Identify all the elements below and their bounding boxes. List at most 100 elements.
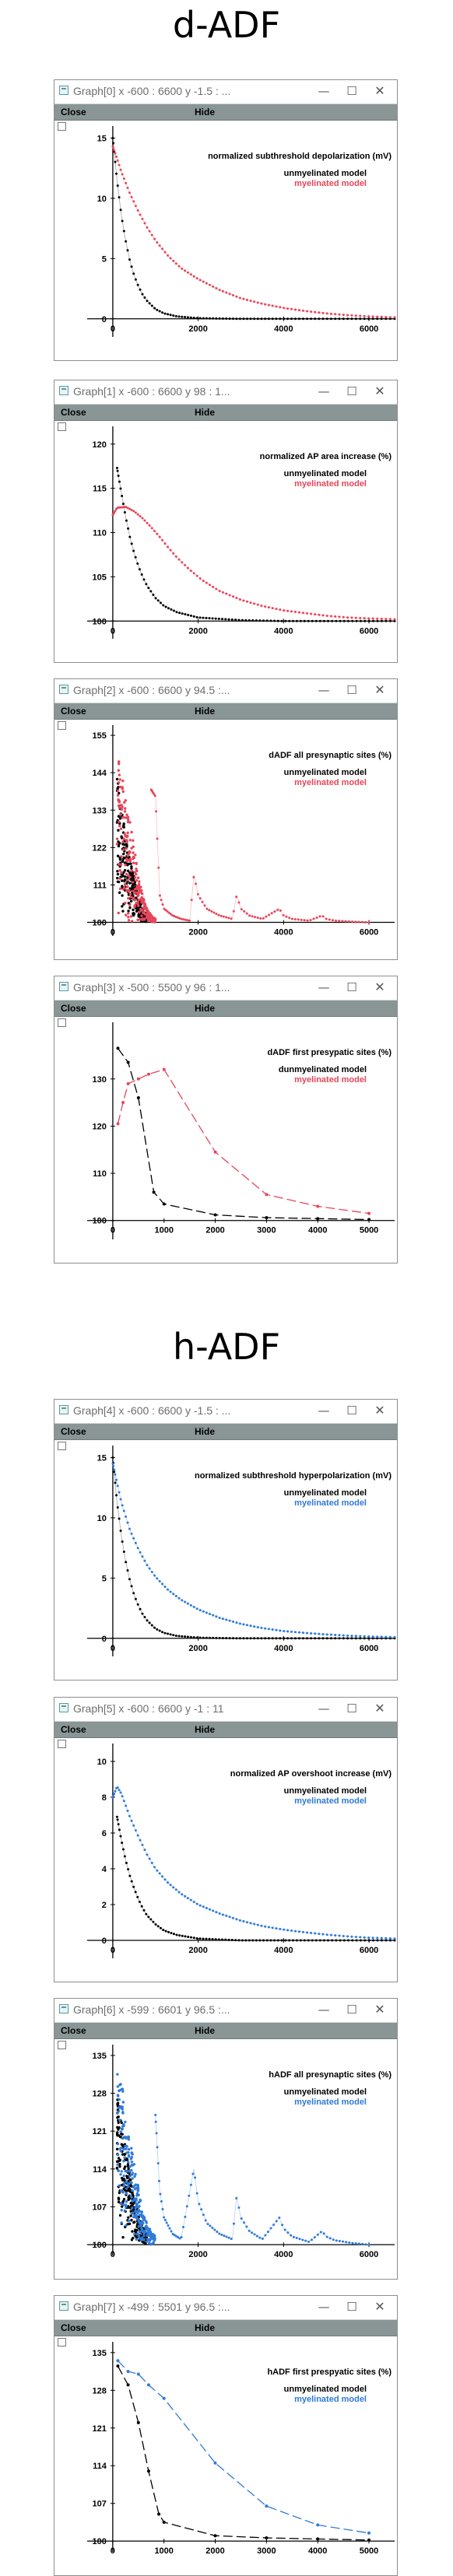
data-point [371,1936,374,1940]
data-point [339,619,342,622]
plot-checkbox[interactable] [58,422,66,431]
data-point [186,1602,189,1605]
data-point [117,769,121,772]
menu-hide-button[interactable]: Hide [195,407,216,418]
close-window-button[interactable]: ✕ [374,980,385,994]
close-window-button[interactable]: ✕ [374,384,385,398]
maximize-button[interactable]: ☐ [346,2300,357,2314]
data-point [255,619,258,622]
minimize-button[interactable]: — [318,2003,330,2017]
plot-checkbox[interactable] [58,2338,66,2346]
series-1 [116,2073,156,2246]
plot-checkbox[interactable] [58,721,66,730]
data-point [301,2238,304,2241]
minimize-button[interactable]: — [318,683,330,697]
data-point [118,2098,121,2101]
plot-checkbox[interactable] [58,122,66,131]
data-point [322,1939,325,1942]
data-point [141,892,144,895]
menu-close-button[interactable]: Close [61,706,86,717]
data-point [130,2211,134,2215]
menu-hide-button[interactable]: Hide [195,2322,216,2333]
data-point [125,2169,129,2173]
data-point [325,615,328,618]
menu-close-button[interactable]: Close [61,1724,86,1735]
data-point [142,2241,146,2244]
maximize-button[interactable]: ☐ [346,2003,357,2017]
data-point [372,1939,375,1942]
data-point [267,1926,270,1929]
maximize-button[interactable]: ☐ [346,384,357,398]
menu-close-button[interactable]: Close [61,107,86,117]
close-window-button[interactable]: ✕ [374,682,385,697]
data-point [138,880,141,883]
menu-close-button[interactable]: Close [61,407,86,418]
data-point [359,1635,362,1638]
close-window-button[interactable]: ✕ [374,83,385,98]
menu-close-button[interactable]: Close [61,1426,86,1437]
data-point [328,918,331,921]
data-point [156,1577,159,1580]
data-point [276,1939,279,1942]
menu-hide-button[interactable]: Hide [195,1724,216,1735]
plot-checkbox[interactable] [58,1442,66,1450]
data-point [146,2469,150,2473]
plot-checkbox[interactable] [58,2041,66,2049]
data-point [283,2228,286,2231]
minimize-button[interactable]: — [318,2300,330,2314]
data-point [221,1938,224,1941]
data-point [129,915,133,918]
menu-close-button[interactable]: Close [61,2322,86,2333]
data-point [153,237,156,240]
data-point [127,858,130,862]
maximize-button[interactable]: ☐ [346,980,357,994]
plot-checkbox[interactable] [58,1740,66,1748]
data-point [136,2217,139,2220]
data-point [346,1634,349,1637]
menu-hide-button[interactable]: Hide [195,2025,216,2036]
menu-hide-button[interactable]: Hide [195,1003,216,1014]
menu-close-button[interactable]: Close [61,2025,86,2036]
data-point [139,918,142,921]
data-point [376,617,379,620]
data-point [288,1939,291,1942]
data-point [121,909,125,913]
plot-checkbox[interactable] [58,1018,66,1027]
menu-hide-button[interactable]: Hide [195,107,216,117]
legend-entry: dunmyelinated model [279,1065,367,1074]
data-point [143,2230,146,2233]
close-window-button[interactable]: ✕ [374,1701,385,1716]
close-window-button[interactable]: ✕ [374,2299,385,2314]
data-point [310,317,313,321]
minimize-button[interactable]: — [318,980,330,994]
minimize-button[interactable]: — [318,384,330,398]
data-point [141,517,144,520]
maximize-button[interactable]: ☐ [346,1702,357,1716]
data-point [318,1632,321,1635]
minimize-button[interactable]: — [318,1404,330,1418]
data-point [290,1637,293,1640]
data-point [269,1939,272,1942]
data-point [321,1633,325,1636]
data-point [269,2227,272,2230]
maximize-button[interactable]: ☐ [346,683,357,697]
data-point [286,1637,290,1640]
menu-hide-button[interactable]: Hide [195,706,216,717]
minimize-button[interactable]: — [318,84,330,98]
plot-canvas: 0 1000 2000 3000 4000 5000 100 107 114 121 128 135 h… [87,2342,395,2556]
data-point [335,919,338,922]
data-point [121,2127,124,2130]
minimize-button[interactable]: — [318,1702,330,1716]
data-point [354,2241,357,2245]
menu-close-button[interactable]: Close [61,1003,86,1014]
close-window-button[interactable]: ✕ [374,2002,385,2017]
menu-hide-button[interactable]: Hide [195,1426,216,1437]
data-point [238,1622,241,1625]
close-window-button[interactable]: ✕ [374,1403,385,1418]
maximize-button[interactable]: ☐ [346,84,357,98]
data-point [228,594,231,597]
data-point [142,911,145,914]
menu-bar: Close Hide [54,405,397,421]
maximize-button[interactable]: ☐ [346,1404,357,1418]
data-point [301,1930,304,1933]
